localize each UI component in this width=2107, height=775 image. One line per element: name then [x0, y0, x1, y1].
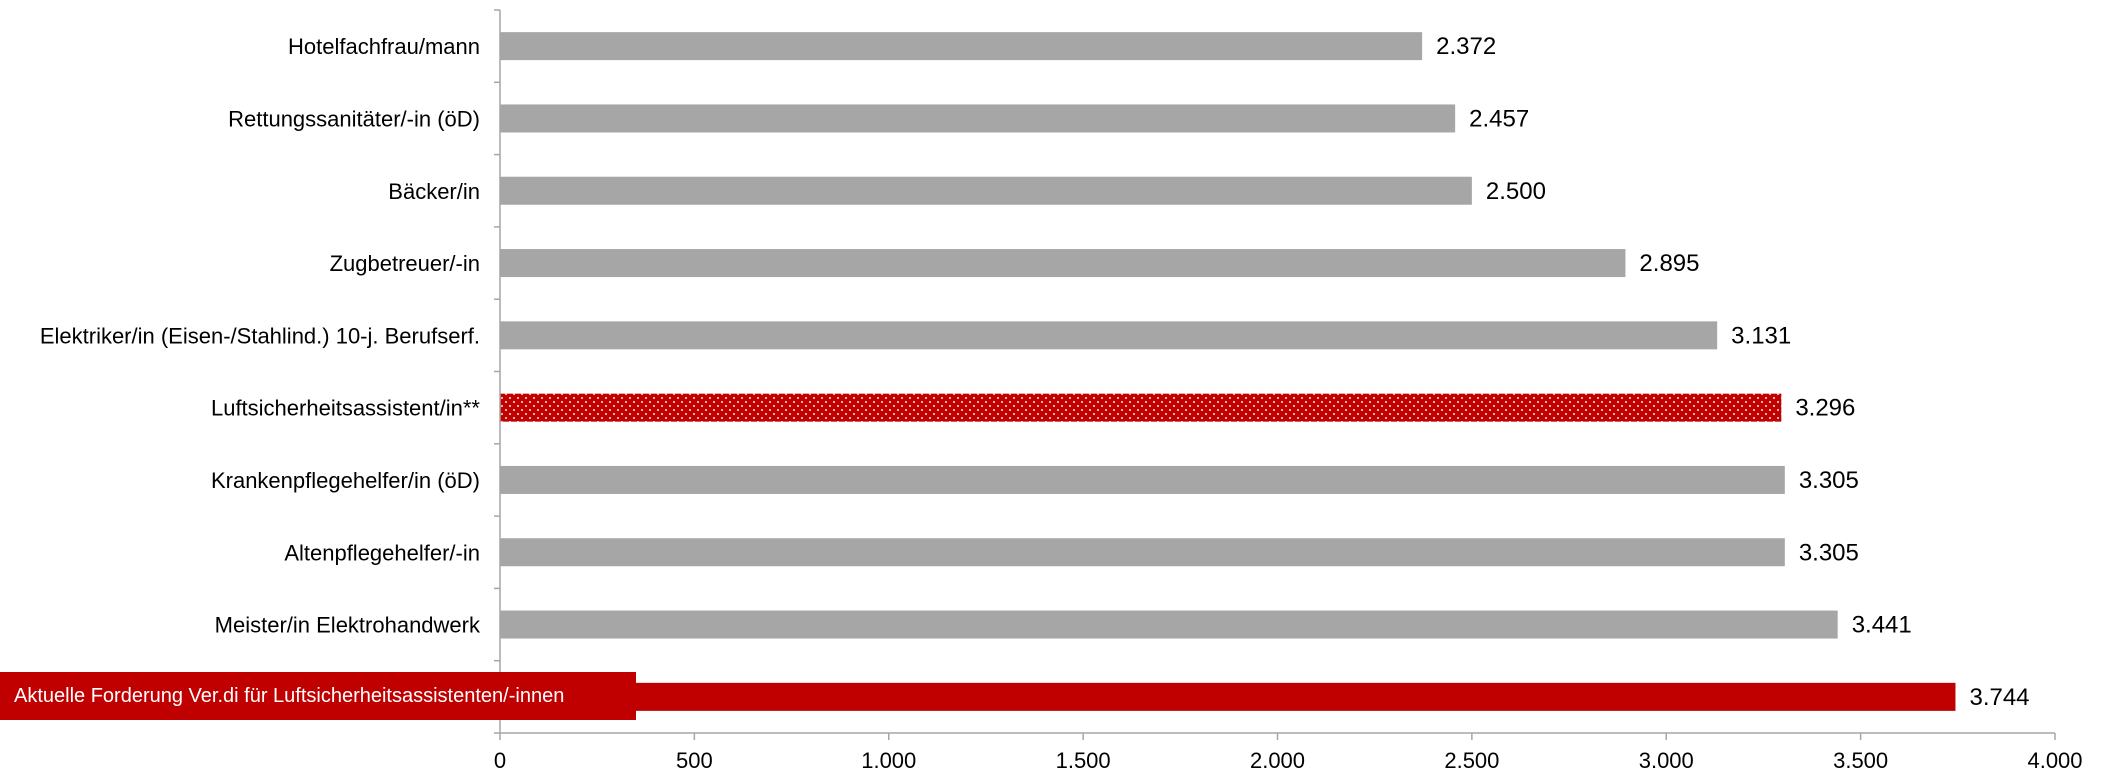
bar — [500, 32, 1423, 61]
value-label: 2.895 — [1639, 250, 1699, 277]
value-label: 2.372 — [1436, 33, 1496, 60]
axis-layer — [494, 9, 2056, 740]
value-label: 3.131 — [1731, 322, 1791, 349]
category-label: Bäcker/in — [388, 179, 480, 204]
bar — [500, 393, 1782, 422]
bar — [500, 538, 1785, 567]
x-tick-label: 1.000 — [861, 748, 916, 773]
category-label: Altenpflegehelfer/-in — [284, 540, 480, 565]
value-label: 3.441 — [1852, 612, 1912, 639]
bar — [500, 176, 1472, 205]
x-tick-label: 4.000 — [2027, 748, 2082, 773]
value-label: 3.305 — [1799, 467, 1859, 494]
labels-layer: 2.372 Hotelfachfrau/mann 2.457 Rettungssani… — [40, 33, 2083, 773]
x-tick-label: 2.000 — [1250, 748, 1305, 773]
callout-text: Aktuelle Forderung Ver.di für Luftsicher… — [14, 684, 565, 707]
category-label: Zugbetreuer/-in — [330, 251, 480, 276]
x-tick-label: 3.000 — [1639, 748, 1694, 773]
x-tick-label: 3.500 — [1833, 748, 1888, 773]
value-label: 2.500 — [1486, 178, 1546, 205]
bars-layer — [500, 32, 1956, 711]
bar — [500, 465, 1785, 494]
category-label: Luftsicherheitsassistent/in** — [211, 396, 480, 421]
value-label: 2.457 — [1469, 105, 1529, 132]
category-label: Elektriker/in (Eisen-/Stahlind.) 10-j. B… — [40, 323, 480, 348]
value-label: 3.305 — [1799, 539, 1859, 566]
bar — [500, 104, 1456, 133]
category-label: Hotelfachfrau/mann — [288, 34, 480, 59]
value-label: 3.296 — [1795, 395, 1855, 422]
category-label: Meister/in Elektrohandwerk — [215, 613, 481, 638]
x-tick-label: 2.500 — [1444, 748, 1499, 773]
bar — [500, 610, 1838, 639]
x-tick-label: 0 — [494, 748, 506, 773]
bar — [500, 249, 1626, 278]
value-label: 3.744 — [1969, 684, 2029, 711]
category-label: Krankenpflegehelfer/in (öD) — [211, 468, 480, 493]
bar — [500, 321, 1718, 350]
category-label: Rettungssanitäter/-in (öD) — [228, 106, 480, 131]
verdi-demand-callout: Aktuelle Forderung Ver.di für Luftsicher… — [0, 672, 636, 720]
x-tick-label: 500 — [676, 748, 713, 773]
bar — [500, 682, 1956, 711]
x-tick-label: 1.500 — [1056, 748, 1111, 773]
